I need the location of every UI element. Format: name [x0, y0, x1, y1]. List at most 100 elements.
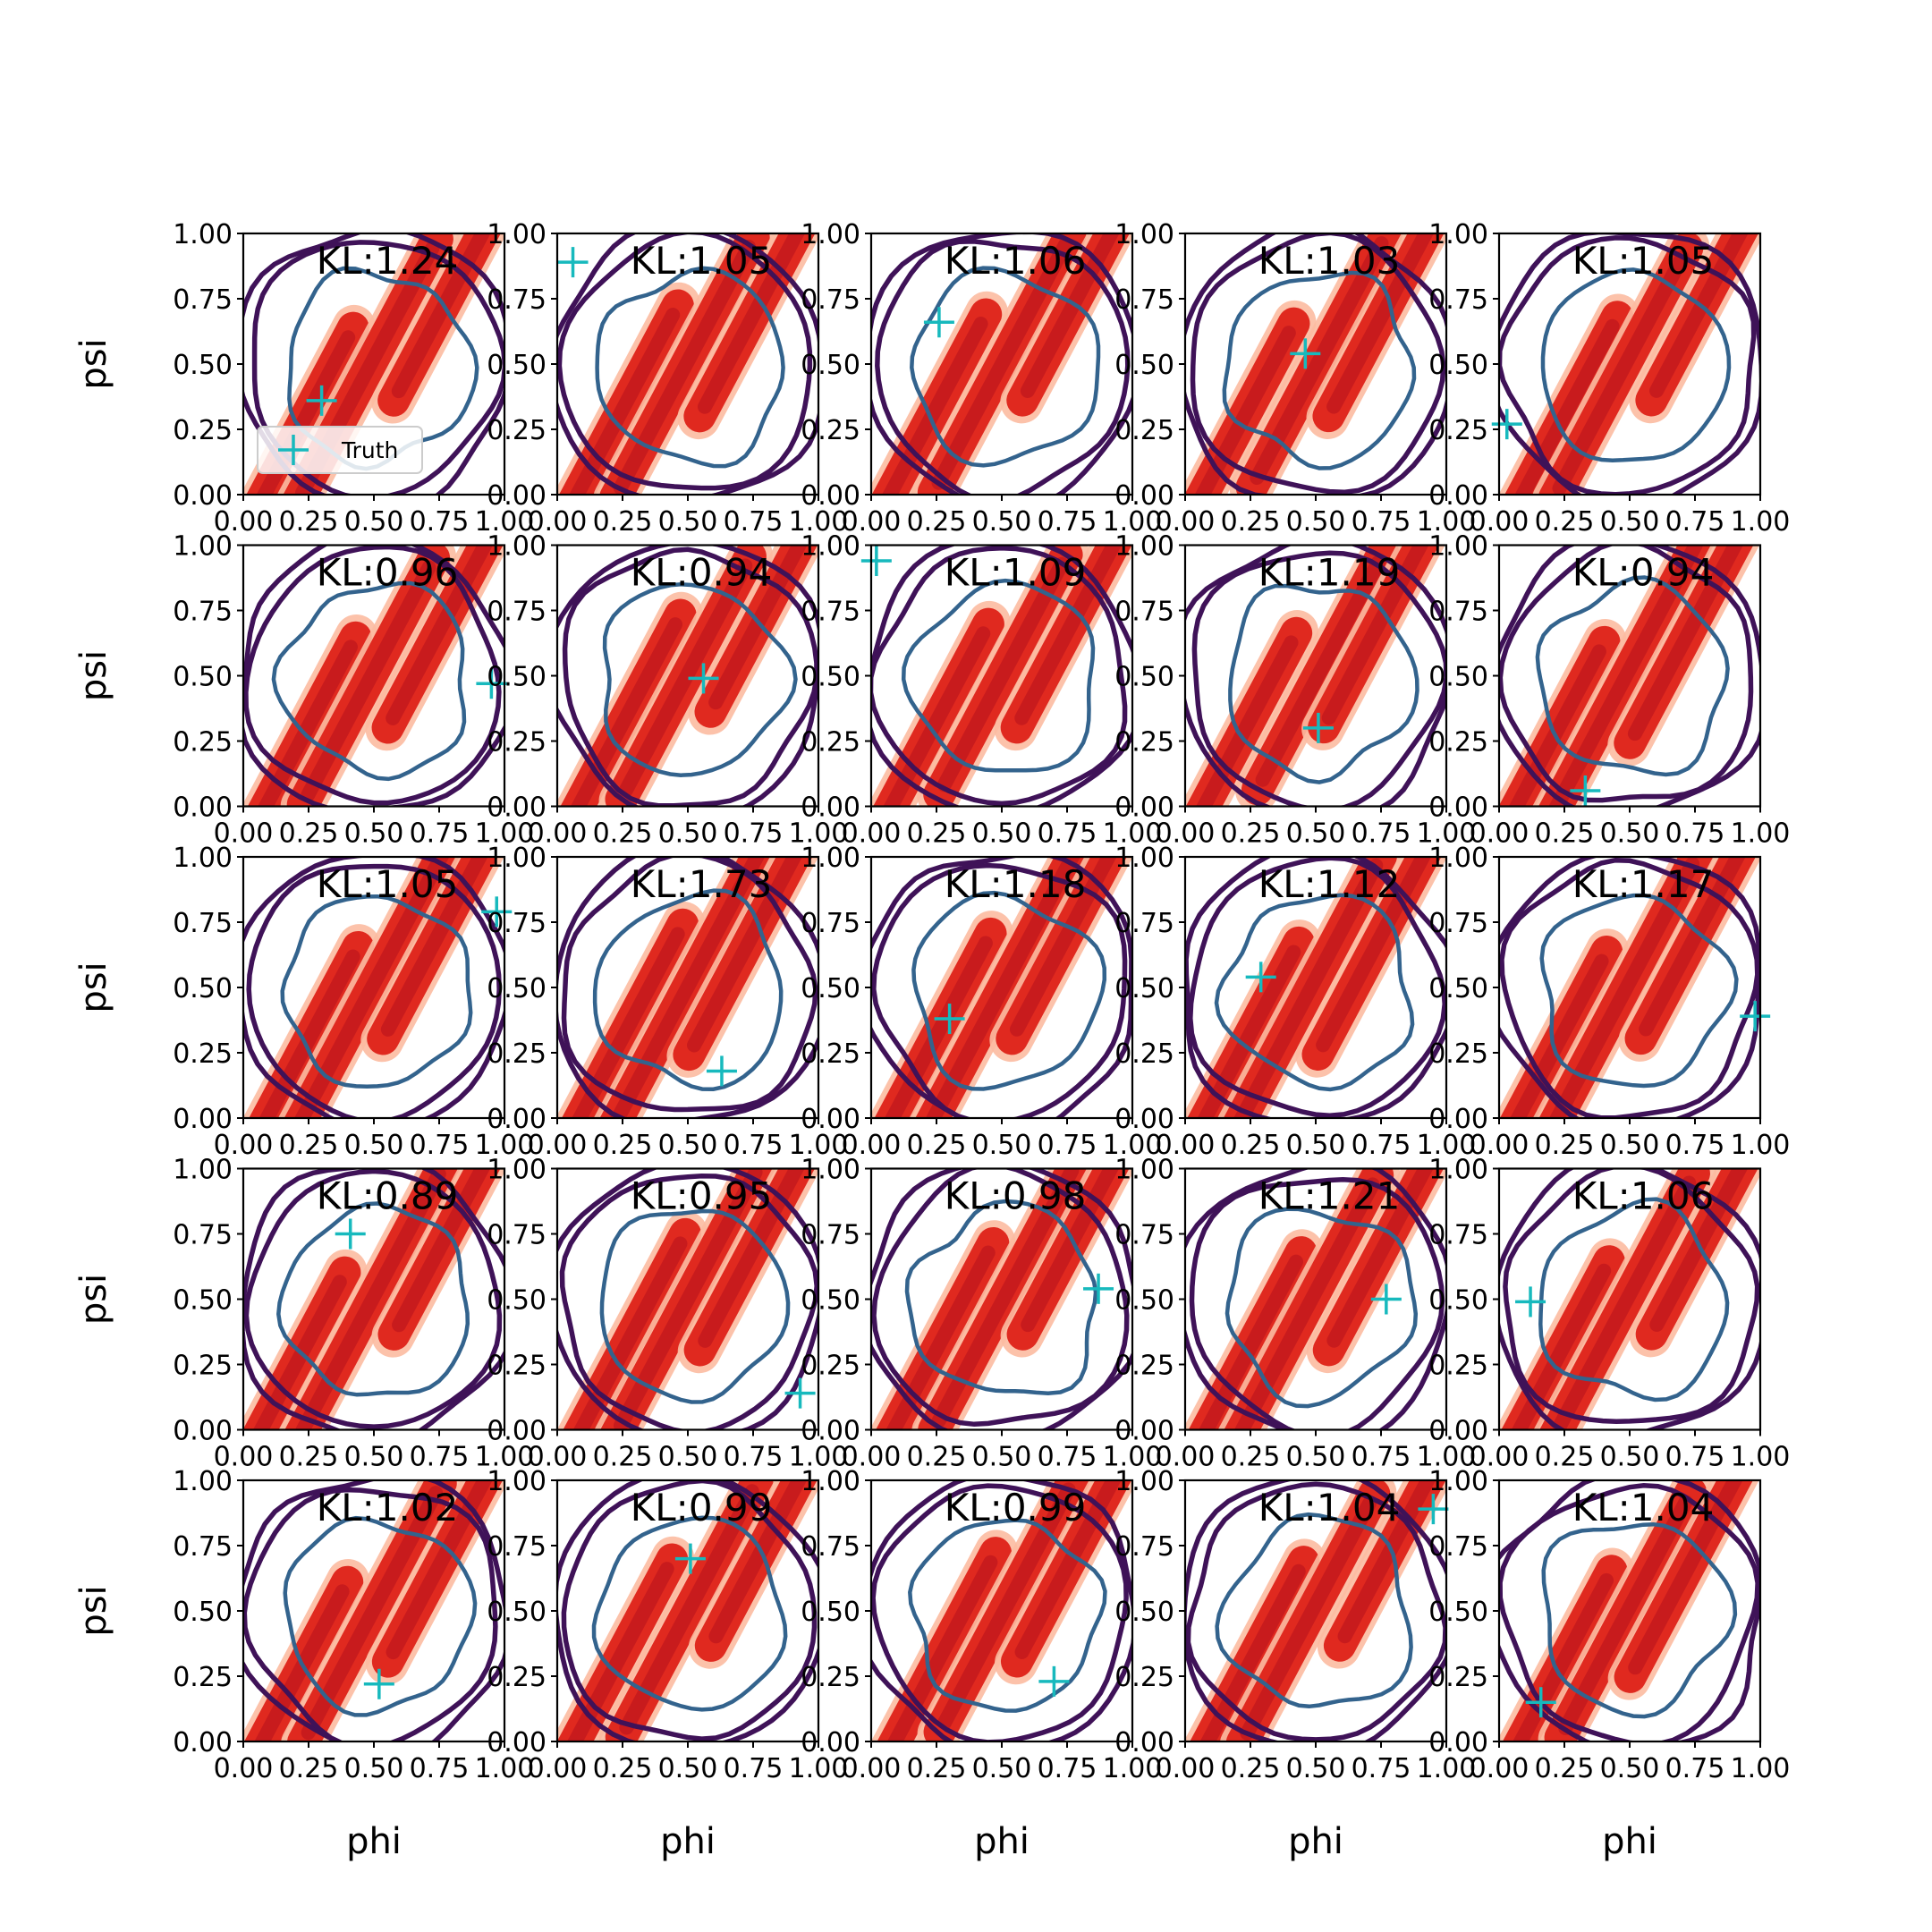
y-tick-label: 0.75: [487, 908, 547, 939]
kl-annotation: KL:1.03: [1258, 239, 1401, 283]
y-tick-label: 0.25: [173, 1662, 233, 1693]
y-tick-label: 0.00: [801, 1104, 860, 1135]
x-tick-label: 0.75: [1038, 1442, 1097, 1473]
x-tick-label: 0.25: [1535, 818, 1595, 850]
density-level-darkest: [1185, 1254, 1303, 1430]
contour-outer: [559, 1173, 818, 1430]
y-tick-label: 0.75: [1114, 284, 1174, 316]
contour-outer: [246, 863, 502, 1118]
density-level-darkest: [301, 560, 436, 802]
y-tick-label: 1.00: [173, 219, 233, 250]
density-band: [1000, 1168, 1132, 1358]
y-tick-label: 1.00: [801, 843, 860, 874]
x-tick-label: 1.00: [1731, 1753, 1791, 1784]
y-tick-label: 0.75: [1428, 284, 1488, 316]
x-tick-label: 0.25: [1221, 1130, 1281, 1161]
density-band: [557, 1536, 695, 1741]
contour-outer: [871, 545, 1132, 807]
y-tick-label: 0.50: [173, 973, 233, 1004]
x-axis-label: phi: [1288, 1821, 1343, 1862]
density-level-darkest: [1020, 233, 1132, 398]
y-tick-label: 0.75: [801, 1220, 860, 1251]
x-tick-label: 0.25: [593, 1130, 653, 1161]
x-tick-label: 0.25: [593, 1753, 653, 1784]
density-band: [1235, 545, 1406, 807]
y-tick-label: 0.00: [487, 792, 547, 824]
y-axis-label: psi: [73, 650, 114, 701]
y-tick-label: 0.25: [1114, 727, 1174, 758]
y-tick-label: 0.00: [801, 1416, 860, 1447]
plot-area: [871, 545, 1132, 807]
y-tick-label: 1.00: [487, 219, 547, 250]
y-tick-label: 0.25: [487, 1351, 547, 1382]
kl-annotation: KL:1.05: [631, 239, 773, 283]
y-tick-label: 0.25: [487, 727, 547, 758]
y-tick-label: 0.50: [801, 350, 860, 381]
y-tick-label: 0.75: [1114, 908, 1174, 939]
density-level-darkest: [931, 238, 1072, 490]
kl-annotation: KL:1.06: [945, 239, 1087, 283]
y-tick-label: 0.25: [1428, 1351, 1488, 1382]
plot-area: [243, 1480, 504, 1741]
contour-outer: [562, 547, 818, 807]
x-tick-label: 1.00: [789, 1442, 849, 1473]
y-tick-label: 1.00: [1428, 1466, 1488, 1497]
x-tick-label: 0.00: [1156, 506, 1216, 538]
y-tick-label: 0.50: [1114, 1597, 1174, 1628]
y-axis-label: psi: [73, 1585, 114, 1636]
y-tick-label: 0.50: [1114, 662, 1174, 693]
plot-area: [243, 857, 504, 1118]
y-tick-label: 0.00: [1114, 1727, 1174, 1758]
y-axis-label: psi: [73, 338, 114, 389]
subplot-15: 0.000.000.250.250.500.500.750.751.001.00…: [1428, 843, 1790, 1161]
density-band: [1499, 619, 1627, 807]
y-tick-label: 0.25: [173, 727, 233, 758]
y-tick-label: 0.25: [487, 1662, 547, 1693]
kl-annotation: KL:0.96: [317, 551, 459, 595]
y-tick-label: 0.00: [1428, 792, 1488, 824]
kl-annotation: KL:0.94: [631, 551, 773, 595]
x-tick-label: 0.00: [1470, 818, 1530, 850]
contour-outer: [1499, 857, 1760, 1118]
contour-outer: [1499, 1480, 1760, 1741]
subplot-11: 0.000.000.250.250.500.500.750.751.001.00…: [73, 843, 534, 1161]
contour-outer: [1185, 1480, 1446, 1741]
kl-annotation: KL:1.17: [1572, 862, 1715, 906]
density-level-darkest: [1499, 644, 1606, 807]
density-level-darkest: [243, 640, 358, 807]
kl-annotation: KL:0.95: [631, 1174, 773, 1218]
x-tick-label: 0.50: [972, 1130, 1032, 1161]
x-tick-label: 0.75: [1038, 506, 1097, 538]
kl-annotation: KL:1.24: [317, 239, 459, 283]
contour-outer: [1191, 550, 1446, 807]
plot-area: [871, 233, 1132, 495]
kl-annotation: KL:0.98: [945, 1174, 1087, 1218]
x-tick-label: 0.75: [1352, 506, 1411, 538]
y-axis-label: psi: [73, 1274, 114, 1325]
x-tick-label: 0.50: [658, 1130, 718, 1161]
y-tick-label: 0.00: [1428, 480, 1488, 512]
subplot-12: 0.000.000.250.250.500.500.750.751.001.00…: [487, 843, 848, 1161]
contour-inner: [602, 582, 798, 777]
x-tick-label: 0.75: [1038, 1753, 1097, 1784]
y-tick-label: 1.00: [1114, 843, 1174, 874]
y-tick-label: 0.25: [801, 1038, 860, 1070]
subplot-6: 0.000.000.250.250.500.500.750.751.001.00…: [73, 531, 534, 850]
y-tick-label: 0.50: [173, 350, 233, 381]
y-tick-label: 1.00: [487, 1155, 547, 1186]
x-tick-label: 0.25: [279, 1442, 339, 1473]
density-band: [243, 924, 381, 1118]
y-tick-label: 0.75: [801, 284, 860, 316]
x-tick-label: 0.50: [1286, 506, 1346, 538]
x-tick-label: 0.00: [214, 818, 274, 850]
density-level-darkest: [386, 1480, 504, 1660]
y-tick-label: 0.50: [1428, 1597, 1488, 1628]
plot-area: [557, 1480, 818, 1741]
y-tick-label: 0.75: [1428, 908, 1488, 939]
density-band: [371, 233, 504, 424]
x-tick-label: 0.75: [410, 1130, 470, 1161]
contour-outer: [243, 1487, 498, 1741]
y-tick-label: 0.00: [801, 1727, 860, 1758]
x-tick-label: 0.00: [1156, 1130, 1216, 1161]
plot-area: [557, 545, 818, 807]
